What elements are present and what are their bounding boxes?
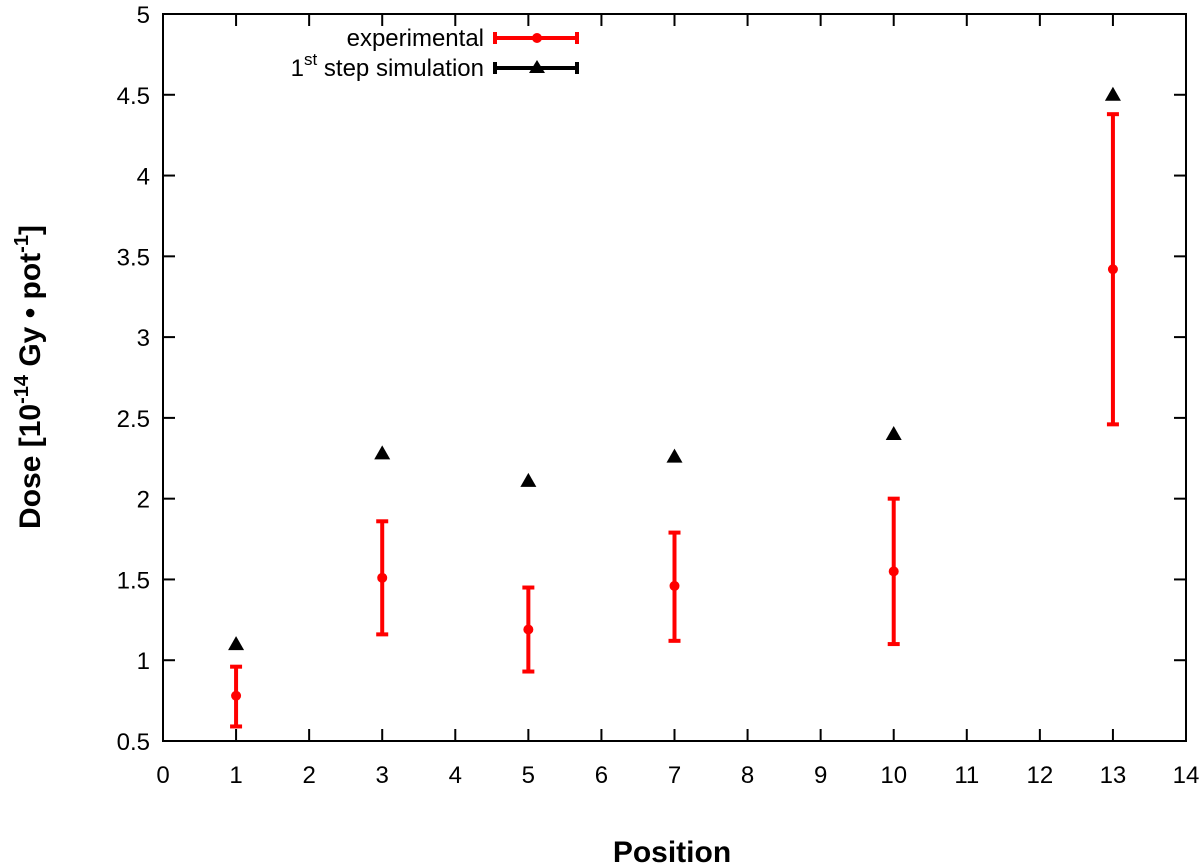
y-axis-title-exponent-1: -14 (11, 374, 33, 404)
y-tick-label: 4 (137, 164, 150, 191)
legend-label-simulation: 1st step simulation (291, 50, 484, 82)
data-point-triangle (1104, 86, 1121, 101)
y-axis-title-middle: Gy • pot (14, 253, 47, 375)
series-layer (228, 86, 1121, 729)
data-point-circle (669, 580, 680, 591)
data-point-circle (523, 624, 534, 635)
y-axis-title-suffix: ] (14, 225, 47, 235)
y-tick-label: 0.5 (117, 729, 150, 756)
x-tick-label: 11 (954, 762, 979, 789)
y-tick-label: 3 (137, 325, 150, 352)
x-tick-label: 10 (880, 762, 907, 789)
legend: experimental 1st step simulation (291, 25, 579, 82)
y-tick-label: 4.5 (117, 83, 150, 110)
y-tick-label: 1 (137, 648, 150, 675)
legend-label-experimental: experimental (347, 25, 484, 52)
y-axis-title-prefix: Dose [10 (14, 404, 47, 529)
axis-ticks (162, 13, 1187, 742)
legend-swatch-experimental (493, 32, 579, 44)
series-simulation (228, 86, 1121, 651)
legend-label-simulation-post: step simulation (317, 55, 484, 82)
data-point-triangle (520, 472, 537, 487)
x-tick-label: 8 (741, 762, 754, 789)
x-tick-label: 9 (814, 762, 827, 789)
data-point-triangle (666, 448, 683, 463)
legend-label-simulation-pre: 1 (291, 55, 304, 82)
legend-label-simulation-sup: st (304, 50, 318, 69)
x-tick-label: 13 (1100, 762, 1127, 789)
legend-swatch-simulation (493, 60, 579, 74)
y-tick-label: 5 (137, 2, 150, 29)
y-tick-label: 2.5 (117, 406, 150, 433)
data-point-circle (888, 566, 899, 577)
data-point-triangle (374, 445, 391, 460)
x-tick-label: 7 (668, 762, 681, 789)
y-tick-labels: 0.5 1 1.5 2 2.5 3 3.5 4 4.5 5 (117, 2, 150, 756)
x-tick-label: 5 (522, 762, 535, 789)
x-tick-label: 6 (595, 762, 608, 789)
data-point-circle (231, 690, 242, 701)
x-tick-label: 3 (376, 762, 389, 789)
data-point-triangle (885, 426, 902, 441)
y-tick-label: 3.5 (117, 244, 150, 271)
x-axis-title: Position (613, 836, 731, 868)
series-experimental (230, 112, 1119, 729)
data-point-triangle (228, 636, 245, 651)
x-tick-label: 14 (1173, 762, 1200, 789)
x-tick-labels: 0 1 2 3 4 5 6 7 8 9 10 11 12 13 14 (156, 762, 1199, 789)
y-axis-title-exponent-2: -1 (11, 235, 33, 253)
data-point-circle (1107, 264, 1118, 275)
x-tick-label: 12 (1027, 762, 1054, 789)
x-tick-label: 2 (302, 762, 315, 789)
y-tick-label: 1.5 (117, 567, 150, 594)
x-tick-label: 0 (156, 762, 169, 789)
y-axis-title: Dose [10-14 Gy • pot-1] (11, 225, 47, 529)
y-tick-label: 2 (137, 487, 150, 514)
x-tick-label: 1 (229, 762, 242, 789)
x-tick-label: 4 (449, 762, 462, 789)
data-point-circle (377, 572, 388, 583)
